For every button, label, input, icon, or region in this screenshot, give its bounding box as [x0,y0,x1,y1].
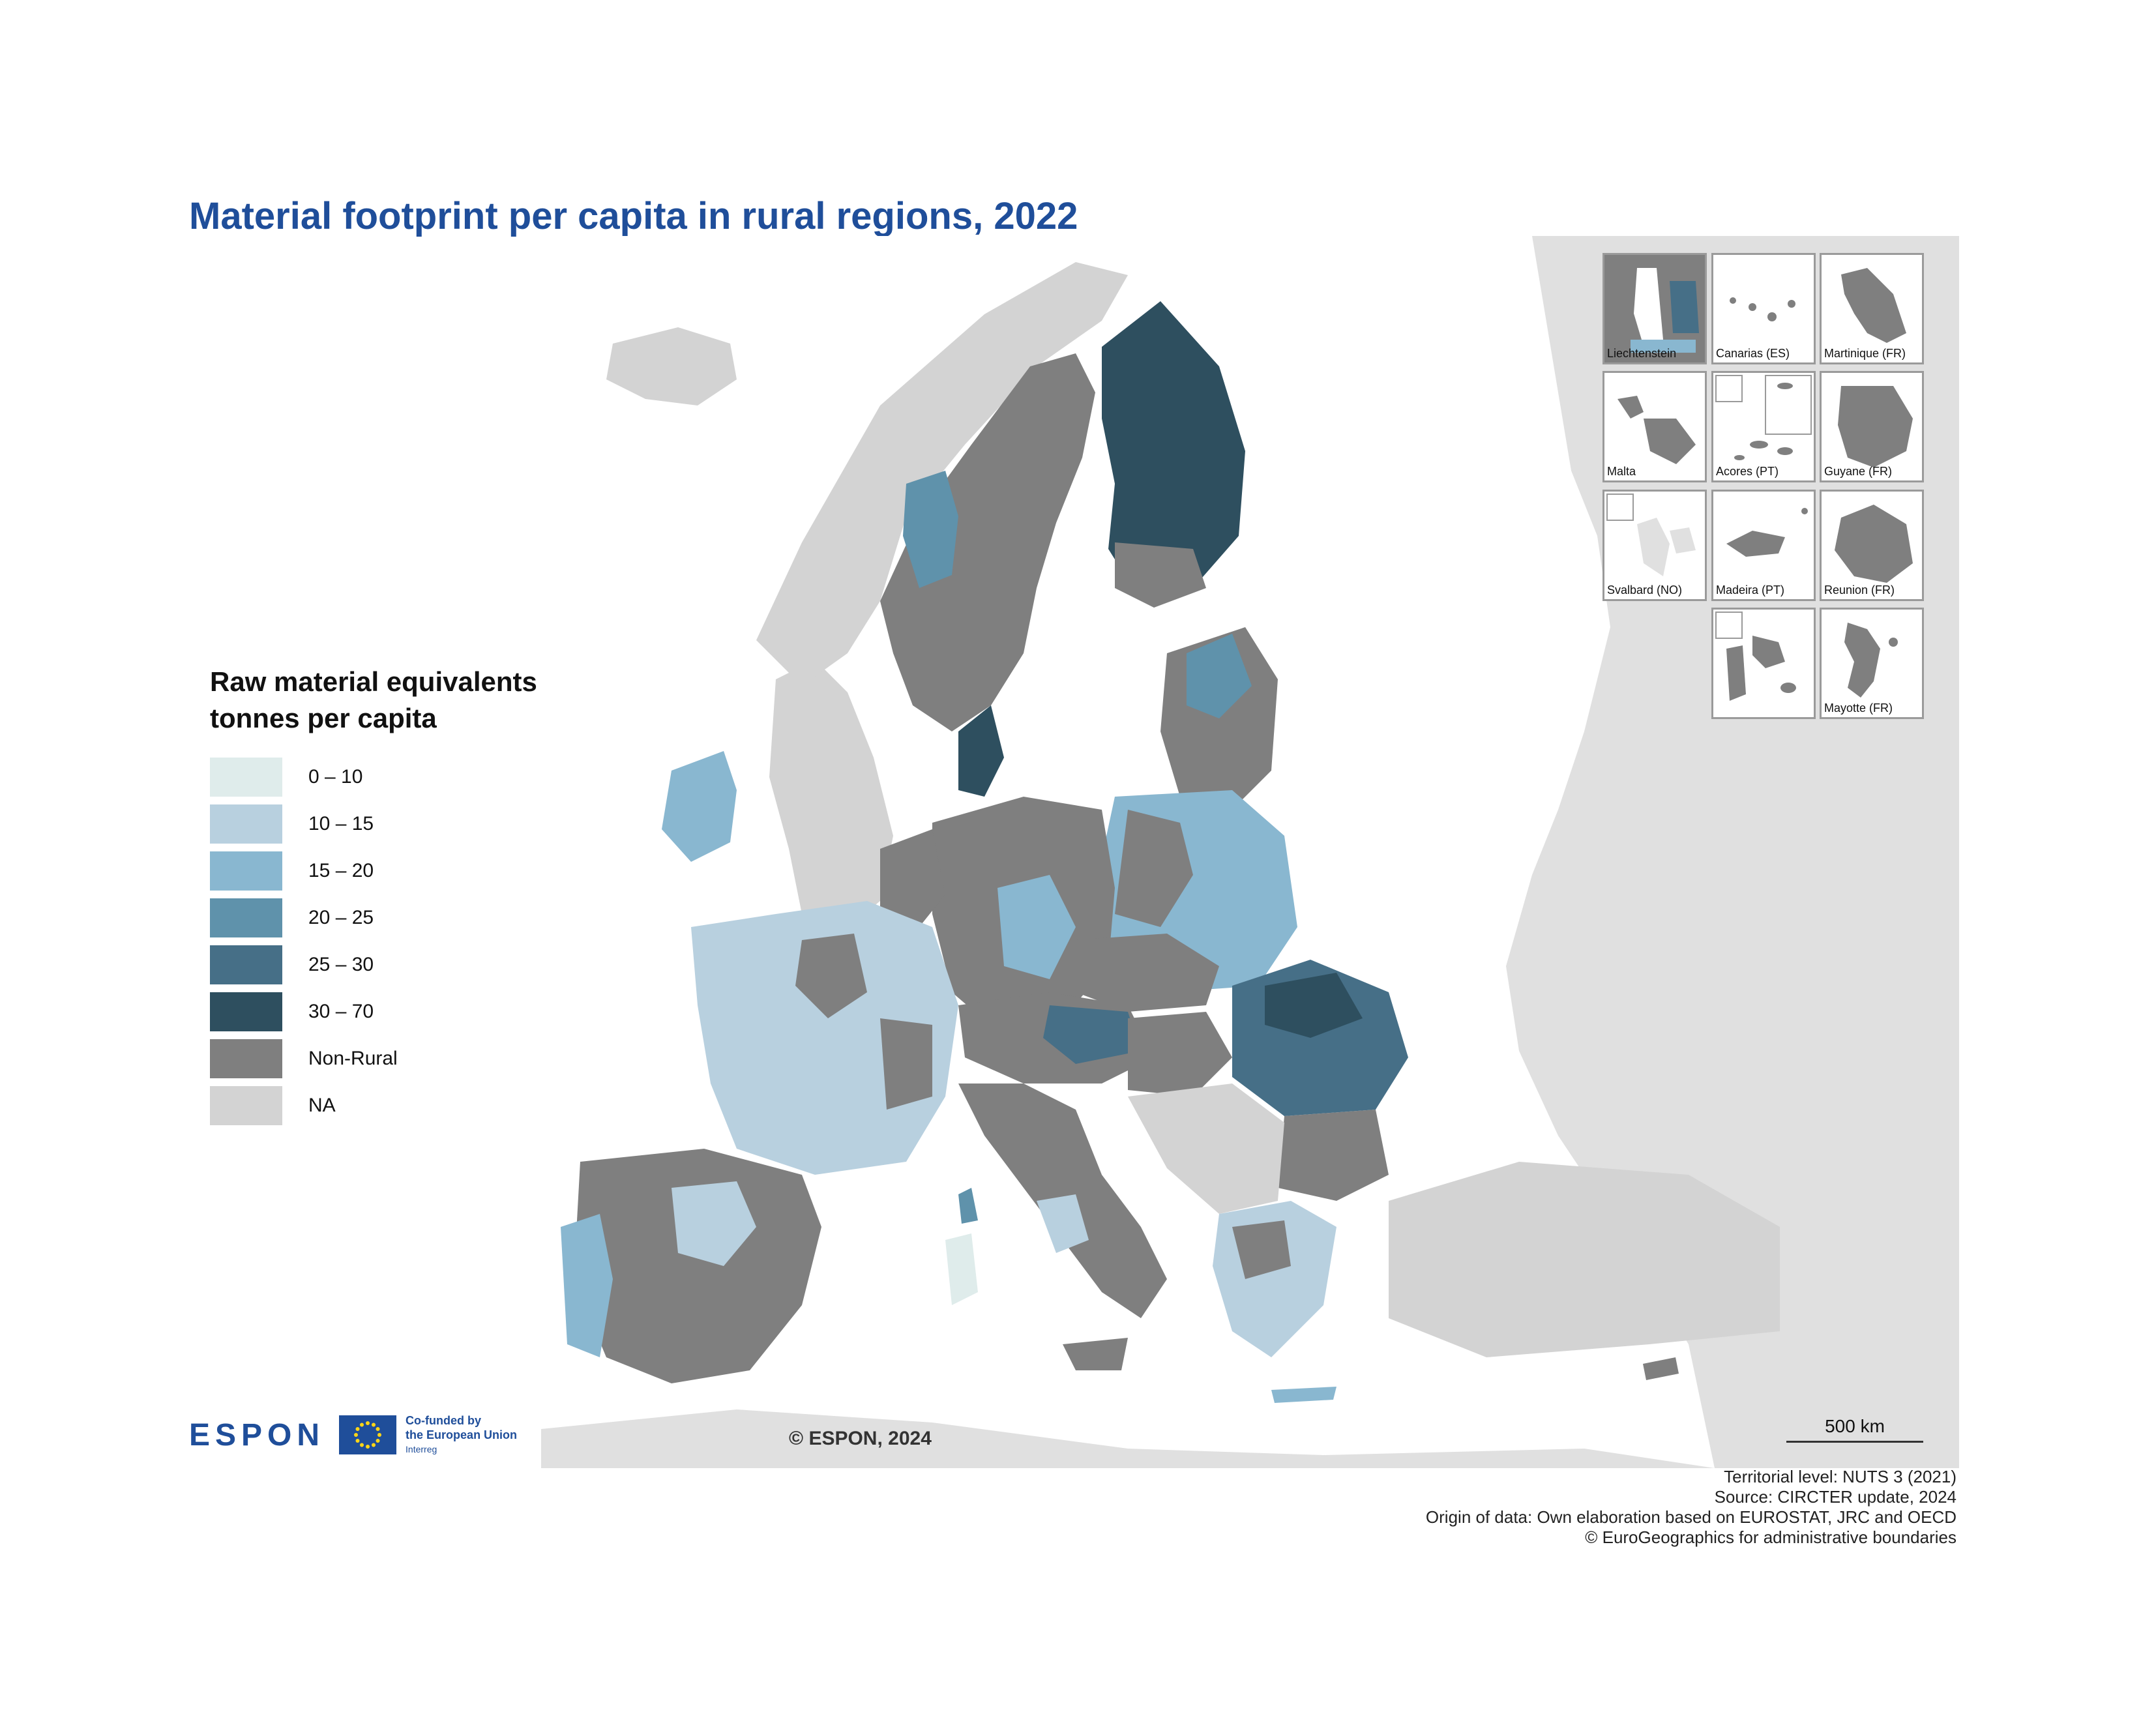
portugal [561,1214,613,1357]
iceland [606,327,737,405]
inset-label: Canarias (ES) [1716,347,1790,360]
legend-row: 0 – 10 [210,754,537,801]
legend-swatch [210,945,282,984]
inset-label: Malta [1607,465,1636,478]
ireland [662,751,737,862]
espon-wordmark: ESPON [189,1417,325,1452]
inset-reunion: Reunion (FR) [1820,490,1924,601]
baltics-blue [1187,634,1252,718]
scale-label: 500 km [1825,1416,1885,1436]
inset-guadeloupe [1711,608,1816,719]
greece-grey [1232,1220,1291,1279]
legend-swatch [210,1086,282,1125]
inset-label: Martinique (FR) [1824,347,1906,360]
finland [1102,301,1245,601]
eu-flag-icon [339,1415,397,1454]
legend-row: 25 – 30 [210,941,537,988]
sicily [1063,1338,1128,1370]
spain-light [672,1181,756,1266]
legend-row: 15 – 20 [210,848,537,894]
legend-row: 30 – 70 [210,988,537,1035]
inset-label: Acores (PT) [1716,465,1779,478]
legend-row: Non-Rural [210,1035,537,1082]
inset-label: Reunion (FR) [1824,583,1895,597]
sweden-west-blue [903,471,958,588]
inset-madeira: Madeira (PT) [1711,490,1816,601]
sweden [880,353,1095,731]
note-origin: Origin of data: Own elaboration based on… [1425,1507,1957,1527]
legend-row: 20 – 25 [210,894,537,941]
scale-bar: 500 km [1786,1416,1923,1443]
france-grey-2 [880,1018,932,1110]
cofund-text: Co-funded by the European Union Interreg [406,1413,517,1456]
legend-label: 10 – 15 [308,813,374,834]
inset-martinique: Martinique (FR) [1820,253,1924,364]
iberia [574,1149,821,1383]
espon-logo: ESPON Co-funded by the European Union In… [189,1413,517,1456]
map-legend: Raw material equivalents tonnes per capi… [210,664,537,1129]
inset-label: Mayotte (FR) [1824,701,1893,715]
note-source: Source: CIRCTER update, 2024 [1714,1487,1957,1507]
map-title: Material footprint per capita in rural r… [189,195,1078,237]
italy-light [1037,1194,1089,1253]
inset-guyane: Guyane (FR) [1820,371,1924,482]
inset-label: Guyane (FR) [1824,465,1893,478]
legend-list: 0 – 10 10 – 15 15 – 20 20 – 25 25 – 30 30 – 7… [210,754,537,1129]
germany-blue [997,875,1076,979]
finland-south-grey [1115,542,1206,608]
inset-label: Liechtenstein [1607,347,1677,360]
romania-dark [1265,973,1363,1038]
cyprus [1643,1357,1679,1380]
legend-row: 10 – 15 [210,801,537,848]
corsica [958,1188,978,1224]
north-africa [541,1409,1715,1468]
inset-liechtenstein: Liechtenstein [1602,253,1707,364]
note-territorial-level: Territorial level: NUTS 3 (2021) [1724,1467,1957,1486]
scale-line [1786,1441,1923,1443]
benelux [880,829,945,927]
sardinia [945,1233,978,1305]
cofund-line3: Interreg [406,1444,437,1454]
legend-label: 15 – 20 [308,860,374,881]
czech-slovakia [1076,934,1219,1012]
inset-svalbard: Svalbard (NO) [1602,490,1707,601]
legend-swatch [210,992,282,1031]
cofund-line2: the European Union [406,1428,518,1441]
hungary [1128,1012,1232,1097]
inset-mayotte: Mayotte (FR) [1820,608,1924,719]
inset-malta: Malta [1602,371,1707,482]
source-notes: Territorial level: NUTS 3 (2021) Source:… [1426,1467,1957,1548]
uk-island [769,660,893,934]
legend-label: 20 – 25 [308,907,374,928]
note-boundaries: © EuroGeographics for administrative bou… [1585,1527,1957,1547]
crete [1271,1387,1336,1403]
legend-label: Non-Rural [308,1048,398,1069]
legend-swatch [210,804,282,844]
france-grey-1 [795,934,867,1018]
bulgaria [1278,1110,1389,1201]
legend-title-line1: Raw material equivalents [210,666,537,697]
legend-swatch [210,1039,282,1078]
copyright-text: © ESPON, 2024 [789,1428,932,1449]
legend-label: NA [308,1095,336,1116]
inset-label: Madeira (PT) [1716,583,1785,597]
legend-swatch [210,851,282,891]
cofund-line1: Co-funded by [406,1414,482,1427]
turkey-na [1389,1162,1780,1357]
legend-label: 30 – 70 [308,1001,374,1022]
denmark [958,705,1004,797]
inset-label: Svalbard (NO) [1607,583,1683,597]
balkans-na [1128,1084,1284,1214]
austria-blue [1043,1005,1141,1064]
legend-swatch [210,898,282,937]
legend-label: 0 – 10 [308,766,363,788]
legend-row: NA [210,1082,537,1129]
legend-title-line2: tonnes per capita [210,703,437,733]
legend-label: 25 – 30 [308,954,374,975]
inset-canarias: Canarias (ES) [1711,253,1816,364]
inset-acores: Acores (PT) [1711,371,1816,482]
legend-swatch [210,758,282,797]
poland-grey [1115,810,1193,927]
